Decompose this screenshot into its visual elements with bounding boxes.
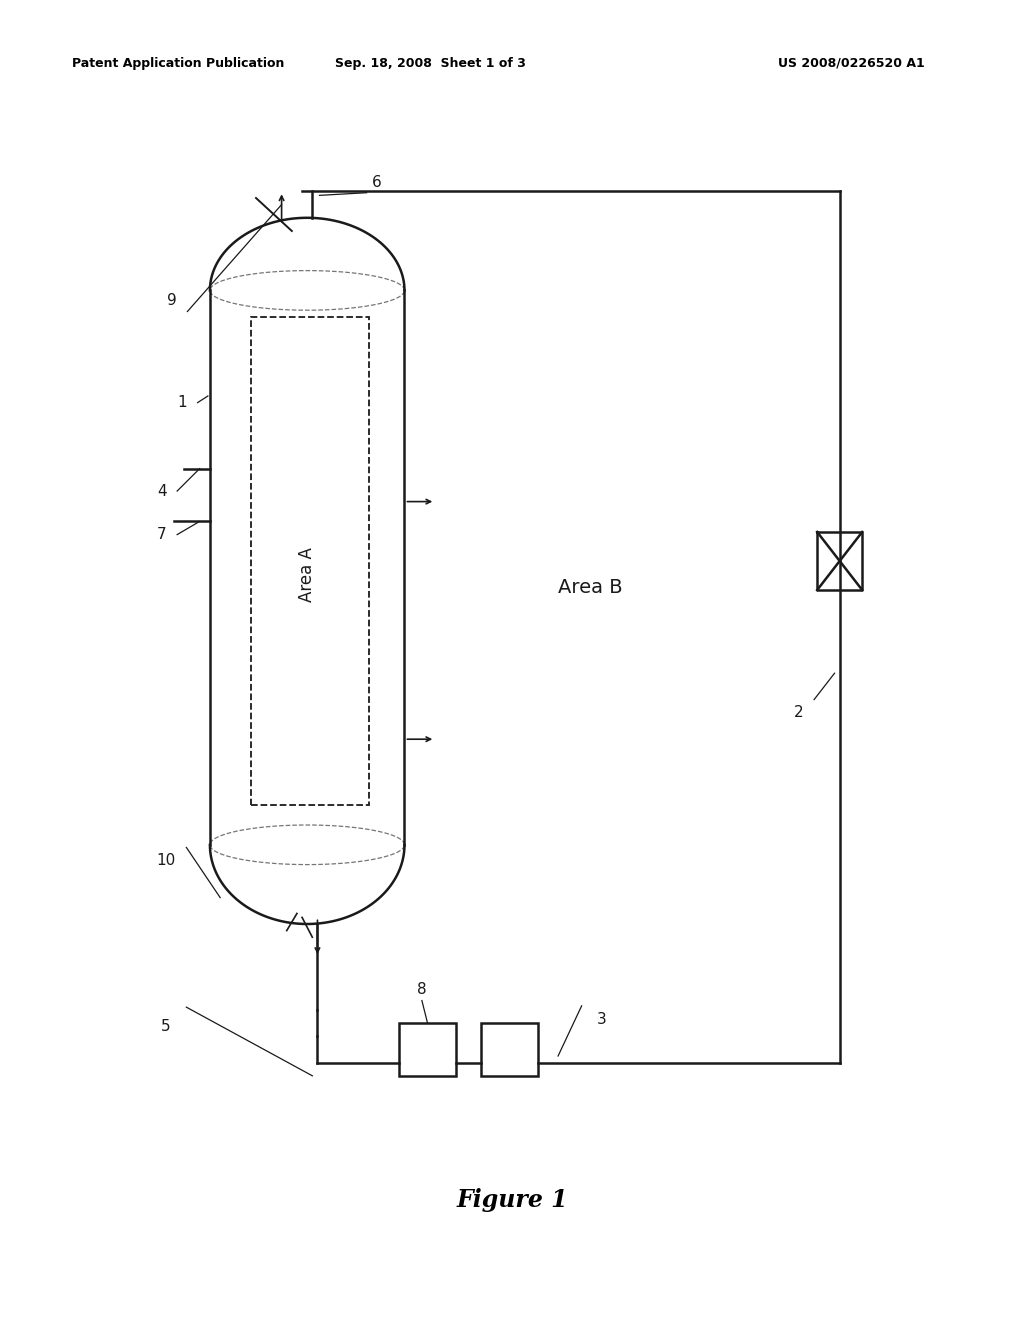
Text: 2: 2 — [794, 705, 804, 721]
Text: 7: 7 — [157, 527, 167, 543]
Text: 10: 10 — [157, 853, 175, 869]
Text: 1: 1 — [177, 395, 187, 411]
Bar — [251, 317, 369, 805]
Bar — [399, 1023, 456, 1076]
Text: 8: 8 — [417, 982, 427, 998]
Text: Figure 1: Figure 1 — [456, 1188, 568, 1212]
Text: Patent Application Publication: Patent Application Publication — [72, 57, 284, 70]
Text: 4: 4 — [157, 483, 167, 499]
Bar — [481, 1023, 538, 1076]
Text: 5: 5 — [161, 1019, 171, 1035]
Text: 3: 3 — [597, 1011, 607, 1027]
Text: Sep. 18, 2008  Sheet 1 of 3: Sep. 18, 2008 Sheet 1 of 3 — [335, 57, 525, 70]
Text: 9: 9 — [167, 293, 177, 309]
Text: Area B: Area B — [558, 578, 623, 597]
Text: 6: 6 — [372, 174, 382, 190]
Text: US 2008/0226520 A1: US 2008/0226520 A1 — [778, 57, 925, 70]
Text: Area A: Area A — [298, 546, 316, 602]
